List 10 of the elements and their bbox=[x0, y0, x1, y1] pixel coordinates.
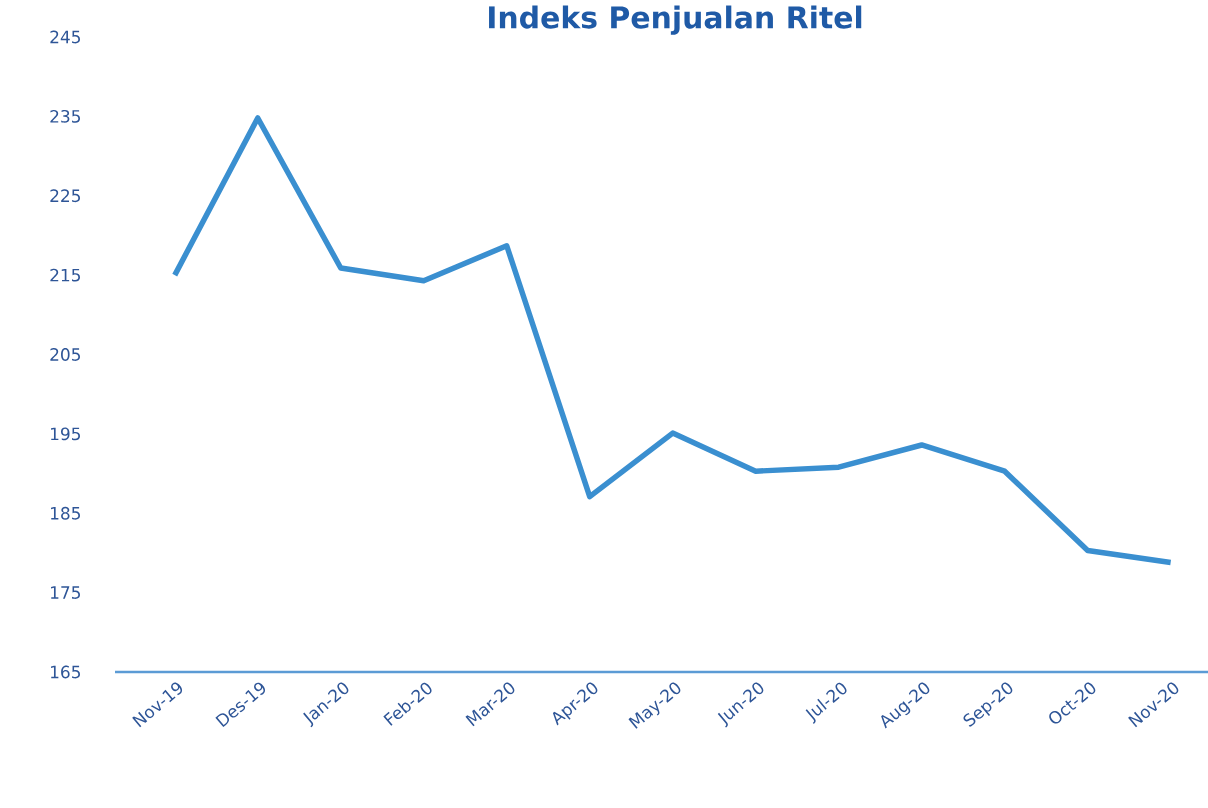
chart-title: Indeks Penjualan Ritel bbox=[489, 5, 862, 35]
y-tick-label: 235 bbox=[50, 109, 80, 123]
y-tick-label: 215 bbox=[50, 268, 80, 282]
y-tick-label: 195 bbox=[51, 427, 80, 441]
y-tick-label: 185 bbox=[51, 506, 80, 520]
y-tick-label: 175 bbox=[51, 586, 80, 599]
y-tick-label: 165 bbox=[51, 665, 80, 679]
y-tick-label: 225 bbox=[50, 189, 80, 203]
y-tick-label: 205 bbox=[50, 348, 80, 361]
y-tick-label: 245 bbox=[50, 30, 80, 44]
